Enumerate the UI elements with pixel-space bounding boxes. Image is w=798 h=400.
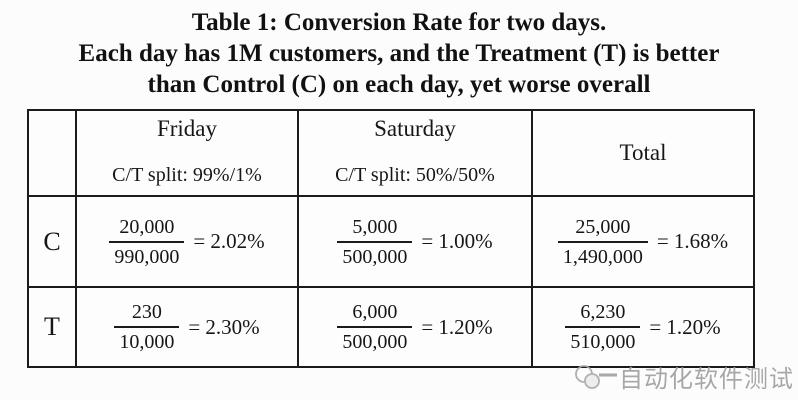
fraction: 230 10,000	[114, 301, 180, 353]
watermark-text: 自动化软件测试	[619, 366, 794, 393]
fraction-result: = 1.68%	[656, 229, 729, 253]
fraction-denominator: 10,000	[114, 326, 180, 353]
fraction-denominator: 1,490,000	[557, 240, 648, 268]
fraction-numerator: 20,000	[119, 215, 175, 238]
column-header-friday: Friday C/T split: 99%/1%	[75, 109, 299, 197]
row-label-treatment: T	[27, 286, 77, 368]
column-header-saturday: Saturday C/T split: 50%/50%	[297, 109, 533, 197]
title-line-3: than Control (C) on each day, yet worse …	[147, 71, 651, 98]
fraction-result: = 2.30%	[188, 314, 260, 339]
fraction: 5,000 500,000	[337, 215, 413, 268]
saturday-label: Saturday	[374, 116, 456, 141]
table-row-treatment: T 230 10,000 = 2.30% 6,000 500,000 = 1.2	[27, 286, 755, 368]
title-line-2: Each day has 1M customers, and the Treat…	[78, 40, 720, 67]
fraction-result: = 1.20%	[649, 314, 721, 339]
table-header-row: Friday C/T split: 99%/1% Saturday C/T sp…	[27, 109, 755, 197]
fraction-numerator: 5,000	[352, 215, 398, 238]
fraction-result: = 1.00%	[421, 229, 493, 253]
corner-cell	[27, 109, 77, 197]
row-label-control: C	[27, 195, 77, 288]
fraction-denominator: 990,000	[109, 240, 185, 268]
friday-split-label: C/T split: 99%/1%	[112, 164, 262, 186]
cell-control-total: 25,000 1,490,000 = 1.68%	[531, 195, 755, 288]
cell-treatment-total: 6,230 510,000 = 1.20%	[531, 286, 755, 368]
saturday-split-label: C/T split: 50%/50%	[335, 164, 495, 186]
fraction-numerator: 25,000	[575, 215, 631, 238]
table-title: Table 1: Conversion Rate for two days. E…	[0, 0, 798, 100]
friday-label: Friday	[156, 116, 218, 141]
watermark: 自动化软件测试	[573, 359, 794, 394]
table-row-control: C 20,000 990,000 = 2.02% 5,000 500,000 =	[27, 195, 755, 288]
fraction: 6,230 510,000	[565, 301, 641, 353]
title-line-1: Table 1: Conversion Rate for two days.	[191, 9, 607, 36]
fraction-result: = 1.20%	[421, 314, 493, 339]
fraction-numerator: 6,000	[352, 301, 398, 323]
column-header-total: Total	[531, 109, 755, 197]
wechat-account-logo-icon	[573, 362, 617, 392]
cell-control-friday: 20,000 990,000 = 2.02%	[75, 195, 299, 288]
fraction-denominator: 510,000	[565, 326, 641, 353]
fraction-result: = 2.02%	[193, 229, 265, 253]
total-label: Total	[619, 140, 667, 165]
cell-treatment-saturday: 6,000 500,000 = 1.20%	[297, 286, 533, 368]
cell-treatment-friday: 230 10,000 = 2.30%	[75, 286, 299, 368]
cell-control-saturday: 5,000 500,000 = 1.00%	[297, 195, 533, 288]
fraction-numerator: 230	[131, 301, 162, 323]
fraction: 25,000 1,490,000	[557, 215, 648, 268]
fraction: 6,000 500,000	[337, 301, 413, 353]
fraction-numerator: 6,230	[580, 301, 626, 323]
fraction: 20,000 990,000	[109, 215, 185, 268]
fraction-denominator: 500,000	[337, 240, 413, 268]
fraction-denominator: 500,000	[337, 326, 413, 353]
conversion-rate-table: Friday C/T split: 99%/1% Saturday C/T sp…	[27, 109, 755, 368]
